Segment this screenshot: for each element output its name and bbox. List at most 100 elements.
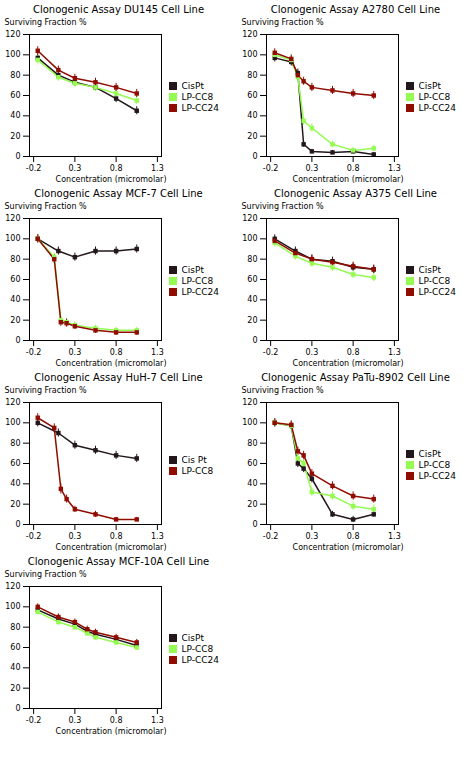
svg-text:Surviving Fraction %: Surviving Fraction % (5, 386, 88, 395)
svg-text:0.8: 0.8 (110, 348, 123, 357)
svg-text:100: 100 (5, 418, 20, 427)
svg-text:100: 100 (242, 50, 257, 59)
svg-text:40: 40 (247, 111, 257, 120)
svg-text:0: 0 (252, 520, 257, 529)
svg-text:1.3: 1.3 (151, 532, 164, 541)
svg-text:100: 100 (5, 602, 20, 611)
svg-text:120: 120 (5, 214, 20, 223)
svg-text:0.8: 0.8 (110, 164, 123, 173)
svg-text:40: 40 (247, 295, 257, 304)
svg-text:0: 0 (15, 336, 20, 345)
html-text:CisPt: CisPt (181, 81, 204, 92)
svg-text:60: 60 (247, 459, 257, 468)
svg-text:20: 20 (10, 316, 20, 325)
svg-text:120: 120 (5, 582, 20, 591)
html-text:CisPt: CisPt (418, 81, 441, 92)
svg-text:Surviving Fraction %: Surviving Fraction % (5, 202, 88, 211)
svg-text:1.3: 1.3 (151, 348, 164, 357)
svg-text:100: 100 (242, 418, 257, 427)
svg-text:Concentration (micromolar): Concentration (micromolar) (56, 175, 167, 184)
svg-text:Surviving Fraction %: Surviving Fraction % (242, 202, 325, 211)
svg-text:40: 40 (247, 479, 257, 488)
svg-text:0: 0 (15, 704, 20, 713)
svg-text:20: 20 (247, 132, 257, 141)
svg-text:120: 120 (5, 398, 20, 407)
svg-text:0.3: 0.3 (306, 532, 319, 541)
svg-text:80: 80 (247, 439, 257, 448)
svg-text:80: 80 (10, 255, 20, 264)
html-text:LP-CC8: LP-CC8 (181, 92, 214, 103)
svg-text:0.8: 0.8 (110, 716, 123, 725)
svg-text:Surviving Fraction %: Surviving Fraction % (242, 386, 325, 395)
svg-text:-0.2: -0.2 (26, 532, 42, 541)
svg-text:Concentration (micromolar): Concentration (micromolar) (56, 727, 167, 736)
svg-text:-0.2: -0.2 (263, 348, 279, 357)
html-text:LP-CC8: LP-CC8 (418, 92, 451, 103)
svg-text:40: 40 (10, 111, 20, 120)
svg-text:60: 60 (247, 275, 257, 284)
svg-text:Surviving Fraction %: Surviving Fraction % (5, 18, 88, 27)
svg-text:Surviving Fraction %: Surviving Fraction % (5, 570, 88, 579)
svg-text:0.8: 0.8 (347, 348, 360, 357)
html-text:LP-CC24: LP-CC24 (181, 103, 219, 114)
svg-text:120: 120 (242, 214, 257, 223)
svg-text:120: 120 (5, 30, 20, 39)
svg-text:80: 80 (247, 255, 257, 264)
svg-text:0.3: 0.3 (306, 164, 319, 173)
svg-text:100: 100 (5, 234, 20, 243)
svg-text:80: 80 (10, 71, 20, 80)
svg-text:120: 120 (242, 30, 257, 39)
html-text:Clonogenic Assay MCF-7 Cell Li: Clonogenic Assay MCF-7 Cell Line (34, 188, 203, 199)
svg-text:1.3: 1.3 (151, 164, 164, 173)
svg-text:20: 20 (10, 132, 20, 141)
svg-text:20: 20 (10, 684, 20, 693)
svg-text:-0.2: -0.2 (26, 348, 42, 357)
svg-text:0.8: 0.8 (347, 532, 360, 541)
svg-text:1.3: 1.3 (388, 164, 401, 173)
svg-text:0: 0 (252, 336, 257, 345)
svg-text:60: 60 (10, 275, 20, 284)
svg-text:Concentration (micromolar): Concentration (micromolar) (293, 359, 404, 368)
svg-text:60: 60 (247, 91, 257, 100)
html-text:LP-CC24: LP-CC24 (418, 103, 456, 114)
svg-text:100: 100 (5, 50, 20, 59)
svg-text:60: 60 (10, 643, 20, 652)
svg-text:40: 40 (10, 295, 20, 304)
svg-text:1.3: 1.3 (388, 532, 401, 541)
svg-text:Surviving Fraction %: Surviving Fraction % (242, 18, 325, 27)
svg-text:20: 20 (10, 500, 20, 509)
svg-text:0: 0 (15, 520, 20, 529)
svg-text:80: 80 (10, 623, 20, 632)
html-text:Clonogenic Assay DU145 Cell Li: Clonogenic Assay DU145 Cell Line (32, 4, 204, 15)
svg-text:0.3: 0.3 (69, 716, 82, 725)
svg-text:-0.2: -0.2 (263, 164, 279, 173)
svg-text:-0.2: -0.2 (26, 716, 42, 725)
svg-text:Concentration (micromolar): Concentration (micromolar) (293, 543, 404, 552)
svg-text:120: 120 (242, 398, 257, 407)
svg-text:0.3: 0.3 (69, 348, 82, 357)
svg-text:60: 60 (10, 459, 20, 468)
svg-text:1.3: 1.3 (151, 716, 164, 725)
svg-text:0.3: 0.3 (306, 348, 319, 357)
svg-text:20: 20 (247, 500, 257, 509)
svg-text:0: 0 (15, 152, 20, 161)
svg-text:40: 40 (10, 663, 20, 672)
svg-text:0.3: 0.3 (69, 532, 82, 541)
svg-text:80: 80 (10, 439, 20, 448)
svg-text:0.3: 0.3 (69, 164, 82, 173)
svg-text:1.3: 1.3 (388, 348, 401, 357)
svg-text:Concentration (micromolar): Concentration (micromolar) (56, 359, 167, 368)
svg-text:80: 80 (247, 71, 257, 80)
svg-text:Concentration (micromolar): Concentration (micromolar) (293, 175, 404, 184)
svg-text:60: 60 (10, 91, 20, 100)
svg-text:0.8: 0.8 (347, 164, 360, 173)
svg-text:0: 0 (252, 152, 257, 161)
svg-text:-0.2: -0.2 (263, 532, 279, 541)
svg-text:100: 100 (242, 234, 257, 243)
svg-text:-0.2: -0.2 (26, 164, 42, 173)
svg-text:20: 20 (247, 316, 257, 325)
svg-text:0.8: 0.8 (110, 532, 123, 541)
svg-text:40: 40 (10, 479, 20, 488)
svg-text:Concentration (micromolar): Concentration (micromolar) (56, 543, 167, 552)
html-text:Clonogenic Assay A2780 Cell Li: Clonogenic Assay A2780 Cell Line (270, 4, 441, 15)
